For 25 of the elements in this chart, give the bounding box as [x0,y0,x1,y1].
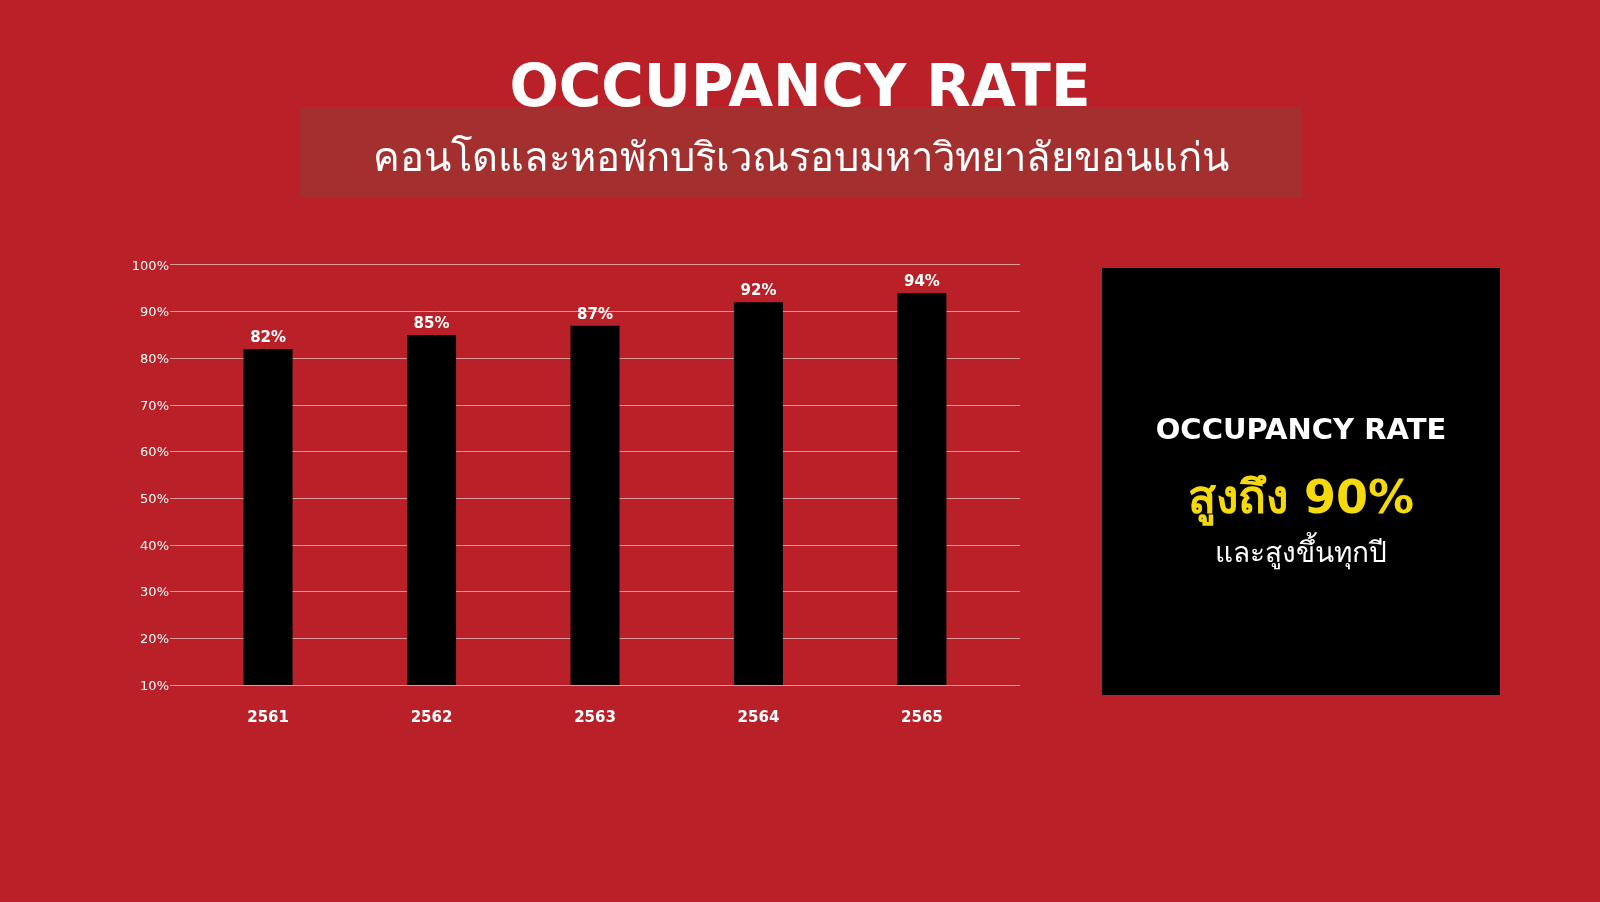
x-tick-label: 2561 [247,708,289,726]
y-tick-label: 100% [131,257,169,273]
data-label: 82% [250,328,287,346]
y-tick-label: 90% [140,304,169,320]
y-tick-label: 80% [140,350,169,366]
y-tick-label: 70% [140,397,169,413]
x-tick-label: 2563 [574,708,616,726]
x-tick-label: 2564 [737,708,780,726]
data-label: 94% [903,272,940,290]
data-label: 87% [577,304,613,323]
y-tick-label: 10% [140,677,169,693]
text: OCCUPANCY RATE [1154,412,1448,446]
y-tick-label: 30% [140,584,169,600]
text: และสูงขึ้นทุกปี [1214,531,1388,572]
y-tick-label: 60% [140,444,169,460]
y-tick-label: 20% [140,630,169,646]
chart-title: OCCUPANCY RATE [508,52,1092,120]
chart-subtitle: คอนโดและหอพักบริเวณรอบมหาวิทยาลัยขอนแก่น [372,133,1230,182]
y-tick-label: 40% [140,537,169,553]
text: สูงถึง 90% [1186,469,1416,528]
x-tick-label: 2562 [410,708,453,726]
y-tick-label: 50% [140,490,169,506]
data-label: 92% [740,281,777,300]
x-tick-label: 2565 [901,708,943,726]
data-label: 85% [413,314,450,332]
